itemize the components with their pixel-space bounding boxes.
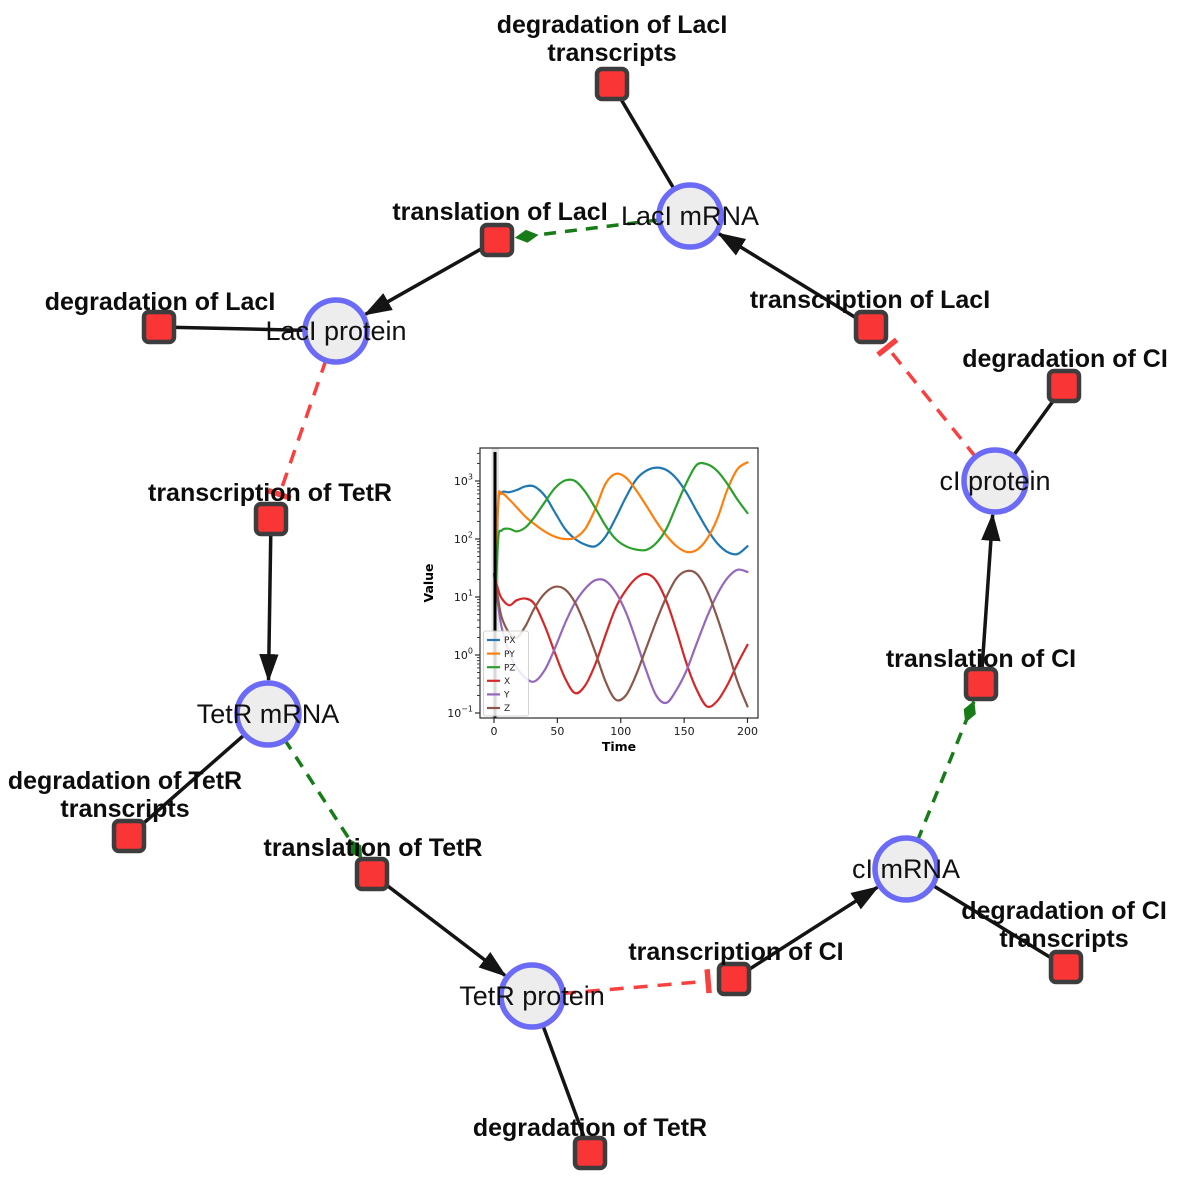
reaction-node-tx_tetr xyxy=(253,501,289,537)
edge-product-tx_ci-ci_mrna xyxy=(733,885,880,981)
series-line-PY xyxy=(492,461,749,657)
labels-layer: LacI mRNA LacI protein TetR mRNA TetR prote… xyxy=(8,11,1168,1142)
reaction-node-tx_ci xyxy=(716,961,752,997)
legend-label-Z: Z xyxy=(504,704,510,714)
x-tick-label: 200 xyxy=(737,725,758,738)
species-label-tetr_mrna: TetR mRNA xyxy=(197,699,340,729)
species-label-tetr_protein: TetR protein xyxy=(459,981,605,1011)
species-node-tetr_protein xyxy=(498,962,566,1030)
edge-inhibition-laci_protein-tx_tetr xyxy=(267,358,328,501)
series-line-PZ xyxy=(492,461,749,657)
y-tick-label: 10−1 xyxy=(447,705,473,721)
nodes-layer xyxy=(111,66,1084,1171)
reaction-label-tx_laci-line0: transcription of LacI xyxy=(750,286,990,314)
edge-modifier-laci_mrna-transl_laci xyxy=(514,217,661,243)
species-label-ci_mrna: cI mRNA xyxy=(852,854,960,884)
reaction-node-transl_tetr xyxy=(354,856,390,892)
edge-product-tx_tetr-tetr_mrna xyxy=(259,518,279,683)
reaction-node-transl_ci xyxy=(963,666,999,702)
species-node-ci_protein xyxy=(961,447,1029,515)
y-tick-label: 102 xyxy=(454,531,473,547)
inset-chart: 0 50 100 150 20010−1100101102103TimeValuePXP… xyxy=(421,447,759,754)
reaction-node-transl_laci xyxy=(479,222,515,258)
x-tick-label: 100 xyxy=(610,725,631,738)
reaction-node-deg_tetr_tx xyxy=(111,818,147,854)
reaction-label-transl_tetr-line0: translation of TetR xyxy=(264,834,483,862)
edge-product-transl_laci-laci_protein xyxy=(363,238,498,316)
edges-layer xyxy=(127,83,1067,1154)
species-label-laci_mrna: LacI mRNA xyxy=(621,201,759,231)
species-label-laci_protein: LacI protein xyxy=(265,316,406,346)
y-axis-title: Value xyxy=(421,563,436,602)
x-tick-label: 150 xyxy=(674,725,695,738)
edge-reactant-tetr_mrna-deg_tetr_tx xyxy=(127,732,247,838)
reaction-node-deg_ci_tx xyxy=(1048,949,1084,985)
reaction-label-tx_tetr-line0: transcription of TetR xyxy=(148,479,392,507)
reaction-label-deg_laci-line0: degradation of LacI xyxy=(45,288,276,316)
edge-inhibition-tetr_protein-tx_ci xyxy=(561,968,712,996)
edge-reactant-ci_mrna-deg_ci_tx xyxy=(930,883,1067,969)
reaction-node-deg_laci xyxy=(141,309,177,345)
reaction-label-tx_ci-line0: transcription of CI xyxy=(628,938,843,966)
series-line-X xyxy=(492,572,749,708)
edge-product-transl_tetr-tetr_protein xyxy=(370,872,507,977)
legend-label-PZ: PZ xyxy=(504,663,516,673)
legend-label-PX: PX xyxy=(504,636,516,646)
y-tick-label: 100 xyxy=(454,647,473,663)
legend-label-Y: Y xyxy=(503,691,510,701)
species-node-tetr_mrna xyxy=(234,680,302,748)
series-line-PX xyxy=(492,466,749,657)
edge-reactant-tetr_protein-deg_tetr xyxy=(540,1023,592,1154)
reaction-label-deg_ci-line0: degradation of CI xyxy=(962,345,1168,373)
edge-modifier-tetr_mrna-transl_tetr xyxy=(282,738,364,860)
reaction-label-deg_ci_tx-line0: degradation of CI xyxy=(961,897,1167,925)
reaction-node-deg_tetr xyxy=(572,1135,608,1171)
x-axis-title: Time xyxy=(602,739,636,754)
reaction-node-tx_laci xyxy=(853,309,889,345)
reaction-label-deg_ci_tx-line1: transcripts xyxy=(999,925,1128,953)
plot-spines xyxy=(479,447,759,719)
reaction-label-transl_ci-line0: translation of CI xyxy=(886,645,1076,673)
edge-reactant-laci_mrna-deg_laci_tx xyxy=(610,83,677,192)
species-node-ci_mrna xyxy=(872,835,940,903)
y-tick-label: 101 xyxy=(454,589,473,605)
species-node-laci_mrna xyxy=(656,182,724,250)
reaction-node-deg_laci_tx xyxy=(594,66,630,102)
edge-modifier-ci_mrna-transl_ci xyxy=(915,700,976,842)
reaction-label-deg_tetr_tx-line1: transcripts xyxy=(60,795,189,823)
species-node-laci_protein xyxy=(302,297,370,365)
edge-reactant-laci_protein-deg_laci xyxy=(158,325,307,333)
species-label-ci_protein: cI protein xyxy=(939,466,1050,496)
legend-label-PY: PY xyxy=(504,650,515,660)
y-tick-label: 103 xyxy=(454,473,473,489)
edge-product-tx_laci-laci_mrna xyxy=(717,232,872,329)
reaction-label-deg_laci_tx-line1: transcripts xyxy=(547,39,676,67)
legend-label-X: X xyxy=(504,677,510,687)
reaction-label-deg_tetr_tx-line0: degradation of TetR xyxy=(8,767,242,795)
x-tick-label: 0 xyxy=(491,725,498,738)
reaction-node-deg_ci xyxy=(1046,368,1082,404)
x-tick-label: 50 xyxy=(550,725,564,738)
reaction-label-transl_laci-line0: translation of LacI xyxy=(392,198,607,226)
reaction-label-deg_tetr-line0: degradation of TetR xyxy=(473,1114,707,1142)
plot-legend: PX PY PZ XYZ xyxy=(483,630,529,717)
edge-product-transl_ci-ci_protein xyxy=(979,512,1001,685)
reaction-label-deg_laci_tx-line0: degradation of LacI xyxy=(497,11,728,39)
